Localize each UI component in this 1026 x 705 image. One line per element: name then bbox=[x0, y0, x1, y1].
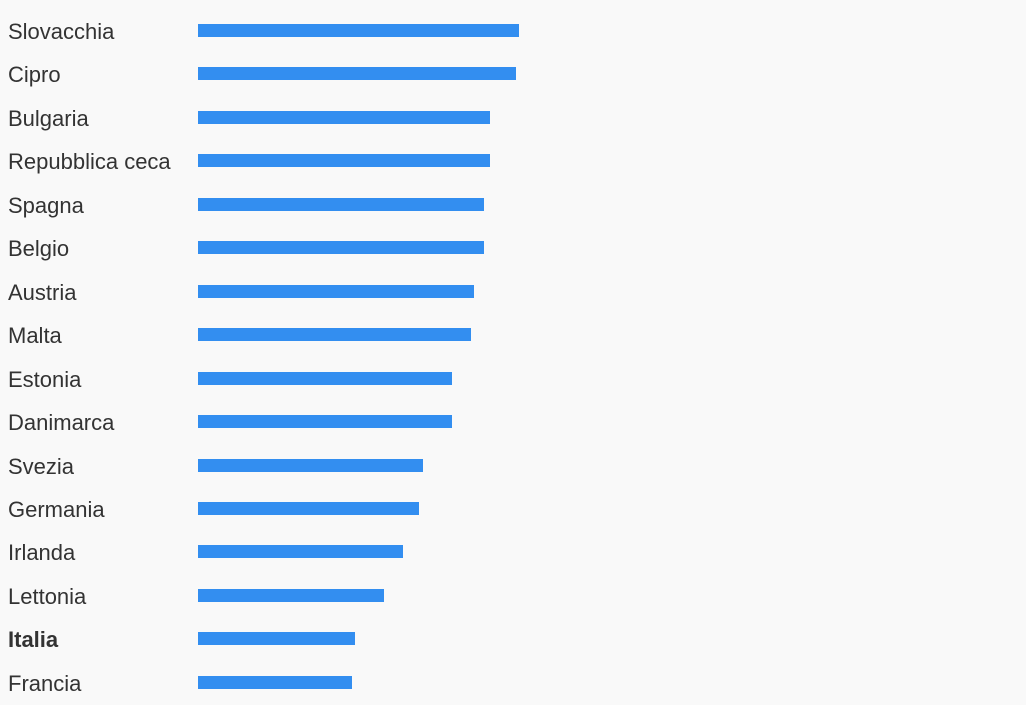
bar bbox=[198, 675, 353, 689]
chart-row: Francia bbox=[0, 665, 1026, 705]
chart-row: Spagna bbox=[0, 187, 1026, 227]
chart-row: Italia bbox=[0, 621, 1026, 661]
chart-row: Austria bbox=[0, 274, 1026, 314]
chart-row: Belgio bbox=[0, 230, 1026, 270]
bar bbox=[198, 284, 475, 298]
bar bbox=[198, 24, 519, 37]
category-label: Italia bbox=[8, 627, 59, 653]
category-label: Bulgaria bbox=[8, 105, 89, 131]
bar bbox=[198, 545, 404, 559]
category-label: Austria bbox=[8, 279, 77, 305]
chart-row: Irlanda bbox=[0, 534, 1026, 574]
chart-row: Repubblica ceca bbox=[0, 143, 1026, 183]
category-label: Slovacchia bbox=[8, 19, 115, 44]
bar bbox=[198, 588, 385, 602]
bar bbox=[198, 371, 452, 385]
chart-row: Germania bbox=[0, 491, 1026, 531]
category-label: Germania bbox=[8, 496, 105, 522]
category-label: Repubblica ceca bbox=[8, 149, 171, 175]
chart-row: Estonia bbox=[0, 361, 1026, 401]
bar bbox=[198, 67, 516, 81]
bar bbox=[198, 241, 484, 255]
category-label: Svezia bbox=[8, 453, 75, 479]
category-label: Lettonia bbox=[8, 583, 87, 609]
category-label: Spagna bbox=[8, 192, 84, 218]
category-label: Belgio bbox=[8, 236, 70, 262]
category-label: Malta bbox=[8, 323, 62, 349]
category-label: Estonia bbox=[8, 366, 82, 392]
category-label: Danimarca bbox=[8, 410, 115, 436]
bar bbox=[198, 328, 471, 342]
bar bbox=[198, 197, 484, 211]
chart-row: Bulgaria bbox=[0, 100, 1026, 140]
bar bbox=[198, 458, 423, 472]
chart-row: Danimarca bbox=[0, 404, 1026, 444]
category-label: Irlanda bbox=[8, 540, 76, 566]
bar bbox=[198, 632, 356, 646]
chart-row: Malta bbox=[0, 317, 1026, 357]
chart-row: Cipro bbox=[0, 56, 1026, 96]
chart-row: Lettonia bbox=[0, 578, 1026, 618]
chart-row: Slovacchia bbox=[0, 13, 1026, 53]
category-label: Cipro bbox=[8, 62, 61, 88]
bar bbox=[198, 415, 452, 429]
bar bbox=[198, 501, 420, 515]
chart-row: Svezia bbox=[0, 448, 1026, 488]
bar bbox=[198, 110, 491, 124]
bar bbox=[198, 154, 491, 168]
